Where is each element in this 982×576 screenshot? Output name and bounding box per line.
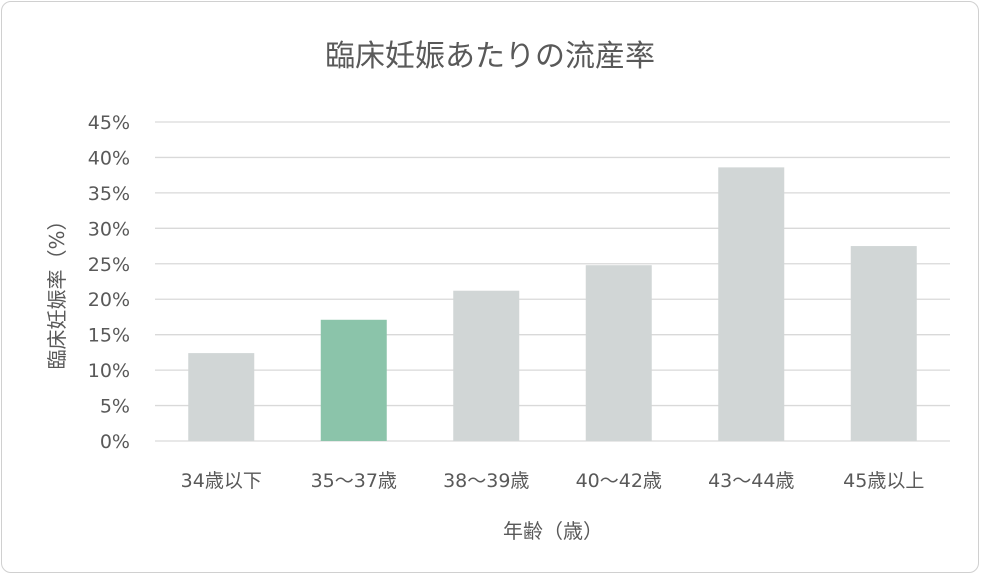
y-axis-label: 臨床妊娠率（%） [45,210,69,369]
y-tick-label: 45% [88,112,130,134]
y-tick-label: 35% [88,183,130,205]
y-tick-label: 20% [88,289,130,311]
y-tick-label: 40% [88,147,130,169]
bar-5 [850,246,917,441]
bar-2 [453,290,520,441]
x-tick-label: 35〜37歳 [311,470,397,492]
y-tick-label: 5% [100,396,130,418]
chart-title: 臨床妊娠あたりの流産率 [325,39,655,74]
x-tick-label: 43〜44歳 [708,470,794,492]
y-tick-label: 25% [88,254,130,276]
y-tick-label: 15% [88,325,130,347]
y-tick-label: 10% [88,360,130,382]
y-tick-label: 0% [100,431,130,453]
bar-3 [585,265,652,441]
bar-4 [718,167,785,441]
bar-1 [320,319,387,441]
x-tick-label: 40〜42歳 [576,470,662,492]
x-tick-label: 45歳以上 [843,470,924,492]
bar-0 [188,353,255,441]
x-tick-label: 34歳以下 [181,470,262,492]
x-axis-label: 年齢（歳） [503,519,603,543]
x-tick-label: 38〜39歳 [443,470,529,492]
y-tick-label: 30% [88,218,130,240]
